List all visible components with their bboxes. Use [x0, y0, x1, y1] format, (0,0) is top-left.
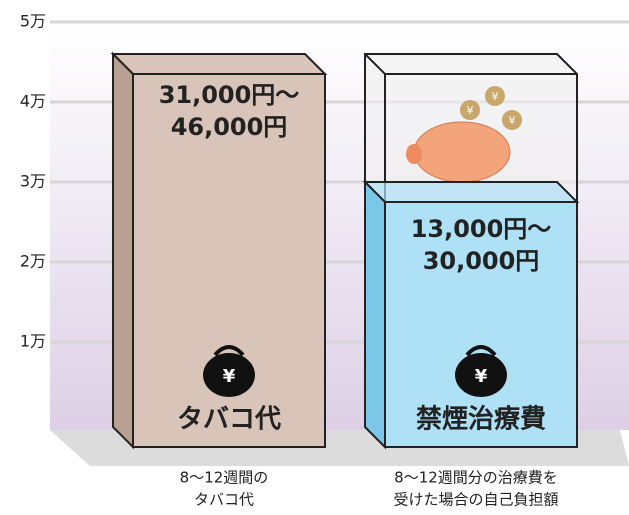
wallet [213, 345, 245, 357]
coin [502, 110, 522, 130]
bar-name: タバコ代 [177, 405, 281, 435]
y-tick-label: 5万 [20, 12, 46, 31]
coin [460, 100, 480, 120]
wallet [203, 353, 255, 397]
value-label: 46,000円 [171, 113, 288, 141]
x-tick-label: 8～12週間分の治療費を [394, 469, 558, 487]
yen-icon: ¥ [475, 366, 488, 387]
piggy-bank [413, 121, 511, 183]
wallet [465, 345, 497, 357]
y-tick-label: 3万 [20, 172, 46, 191]
value-label: 31,000円～ [159, 81, 300, 109]
y-tick-label: 4万 [20, 92, 46, 111]
bar-top [110, 53, 328, 75]
y-tick-label: 2万 [20, 252, 46, 271]
bar [384, 201, 578, 448]
bar-side [364, 179, 386, 450]
yen-icon: ¥ [467, 104, 474, 117]
piggy-snout [406, 144, 422, 164]
y-tick-label: 1万 [20, 332, 46, 351]
wallet [455, 353, 507, 397]
bar-top [362, 181, 580, 203]
coin [485, 86, 505, 106]
value-label: 13,000円～ [411, 215, 552, 243]
value-label: 30,000円 [423, 247, 540, 275]
yen-icon: ¥ [492, 90, 499, 103]
x-tick-label: 8～12週間の [180, 469, 269, 487]
bar-name: 禁煙治療費 [416, 405, 546, 435]
x-tick-label: タバコ代 [194, 491, 254, 509]
glass-edge [364, 53, 386, 75]
bar-side [112, 51, 134, 450]
x-tick-label: 受けた場合の自己負担額 [393, 491, 558, 509]
yen-icon: ¥ [509, 114, 516, 127]
yen-icon: ¥ [223, 366, 236, 387]
